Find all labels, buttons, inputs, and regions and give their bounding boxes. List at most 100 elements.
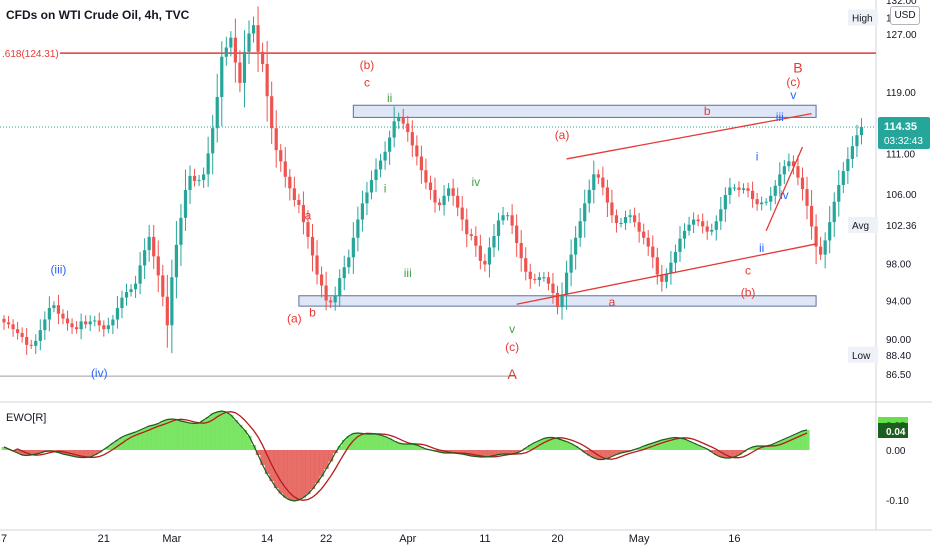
- ewo-bar: [246, 436, 252, 450]
- ewo-bar: [618, 450, 624, 453]
- candle-body: [828, 222, 832, 241]
- ewo-bar: [641, 446, 647, 450]
- candle-body: [256, 25, 260, 52]
- ewo-bar: [1, 447, 7, 450]
- candle-body: [319, 274, 324, 286]
- ewo-bar: [169, 419, 175, 450]
- ewo-bar: [614, 450, 620, 455]
- ewo-bar: [759, 446, 765, 450]
- ewo-bar: [405, 444, 411, 450]
- candle-body: [583, 203, 587, 222]
- candle-body: [16, 329, 20, 334]
- candle-body: [669, 262, 673, 274]
- candle-body: [714, 221, 718, 230]
- ewo-bar: [487, 450, 493, 457]
- candle-body: [646, 237, 650, 247]
- fib-level: .618(124.31): [0, 49, 876, 377]
- wave-label: i: [756, 150, 759, 164]
- currency-button[interactable]: USD: [890, 6, 920, 25]
- candle-body: [338, 278, 342, 296]
- ewo-bar: [332, 450, 338, 453]
- avg-tag: [848, 217, 878, 234]
- candle-body: [542, 277, 546, 279]
- candle-body: [392, 121, 396, 138]
- candle-body: [705, 226, 709, 232]
- candle-body: [120, 297, 124, 309]
- ewo-bar: [709, 450, 715, 452]
- candle-body: [261, 51, 265, 64]
- candle-body: [356, 219, 360, 238]
- ewo-bar: [201, 420, 207, 450]
- ewo-bar: [718, 450, 724, 457]
- price-candles: [2, 6, 864, 355]
- ewo-bar: [469, 450, 474, 456]
- candle-body: [156, 256, 160, 276]
- candle-body: [483, 260, 487, 265]
- ewo-bar: [310, 450, 316, 489]
- candle-body: [610, 202, 614, 216]
- candle-body: [601, 177, 605, 188]
- candle-body: [719, 209, 723, 222]
- ewo-bar: [523, 448, 529, 450]
- price-tick-label: 86.50: [886, 370, 911, 381]
- wave-label: (a): [287, 311, 302, 325]
- ewo-bar: [732, 450, 737, 457]
- candle-body: [25, 336, 29, 345]
- ewo-histogram: [1, 410, 810, 502]
- ewo-bar: [391, 441, 397, 450]
- ewo-bar: [636, 448, 642, 450]
- low-value: 88.40: [886, 351, 911, 362]
- candle-body: [533, 279, 537, 281]
- candle-body: [587, 189, 591, 204]
- low-tag: [848, 346, 878, 363]
- ewo-bar: [414, 445, 420, 450]
- ewo-bar: [301, 450, 306, 498]
- candle-body: [152, 236, 156, 257]
- candle-body: [660, 274, 664, 282]
- ewo-bar: [337, 446, 343, 450]
- ewo-bar: [605, 450, 610, 459]
- candle-body: [111, 319, 115, 326]
- ewo-bar: [714, 450, 719, 455]
- candle-body: [324, 285, 328, 301]
- wave-label: (c): [786, 75, 800, 89]
- ewo-bar: [51, 450, 57, 452]
- candle-body: [628, 215, 632, 217]
- last-price-badge: [878, 117, 930, 150]
- candle-body: [637, 222, 641, 232]
- wave-label: (c): [505, 340, 519, 354]
- candle-body: [492, 236, 496, 248]
- ewo-bar: [133, 432, 139, 450]
- axes: 132.00 127.00 119.00 111.00 106.00 98.00 94.00…: [1, 0, 917, 545]
- candle-body: [347, 257, 351, 268]
- wave-label: b: [704, 104, 711, 118]
- ewo-bar: [682, 439, 688, 450]
- ewo-bar: [264, 450, 270, 474]
- ewo-bar: [396, 443, 402, 450]
- candle-body: [383, 151, 387, 161]
- candle-body: [374, 169, 378, 181]
- price-tick-label: 98.00: [886, 260, 911, 271]
- candle-body: [215, 96, 219, 129]
- ewo-bar: [382, 436, 388, 450]
- candle-body: [796, 166, 800, 178]
- ewo-bar: [500, 450, 506, 454]
- ewo-bar: [92, 450, 98, 455]
- ewo-bar: [700, 447, 706, 450]
- avg-value: 102.36: [886, 221, 917, 232]
- ewo-bar: [237, 425, 243, 450]
- ewo-bar: [673, 437, 679, 450]
- candle-body: [555, 292, 560, 308]
- candle-body: [329, 300, 333, 303]
- time-tick-label: 11: [479, 533, 490, 545]
- ewo-bar: [174, 419, 179, 450]
- candle-body: [791, 161, 796, 167]
- candle-body: [170, 277, 174, 326]
- candle-body: [642, 231, 646, 238]
- wave-label: ii: [759, 241, 764, 255]
- candle-body: [814, 226, 818, 247]
- ewo-bar: [69, 450, 75, 456]
- wave-label: B: [793, 60, 802, 76]
- ewo-bar: [600, 450, 606, 460]
